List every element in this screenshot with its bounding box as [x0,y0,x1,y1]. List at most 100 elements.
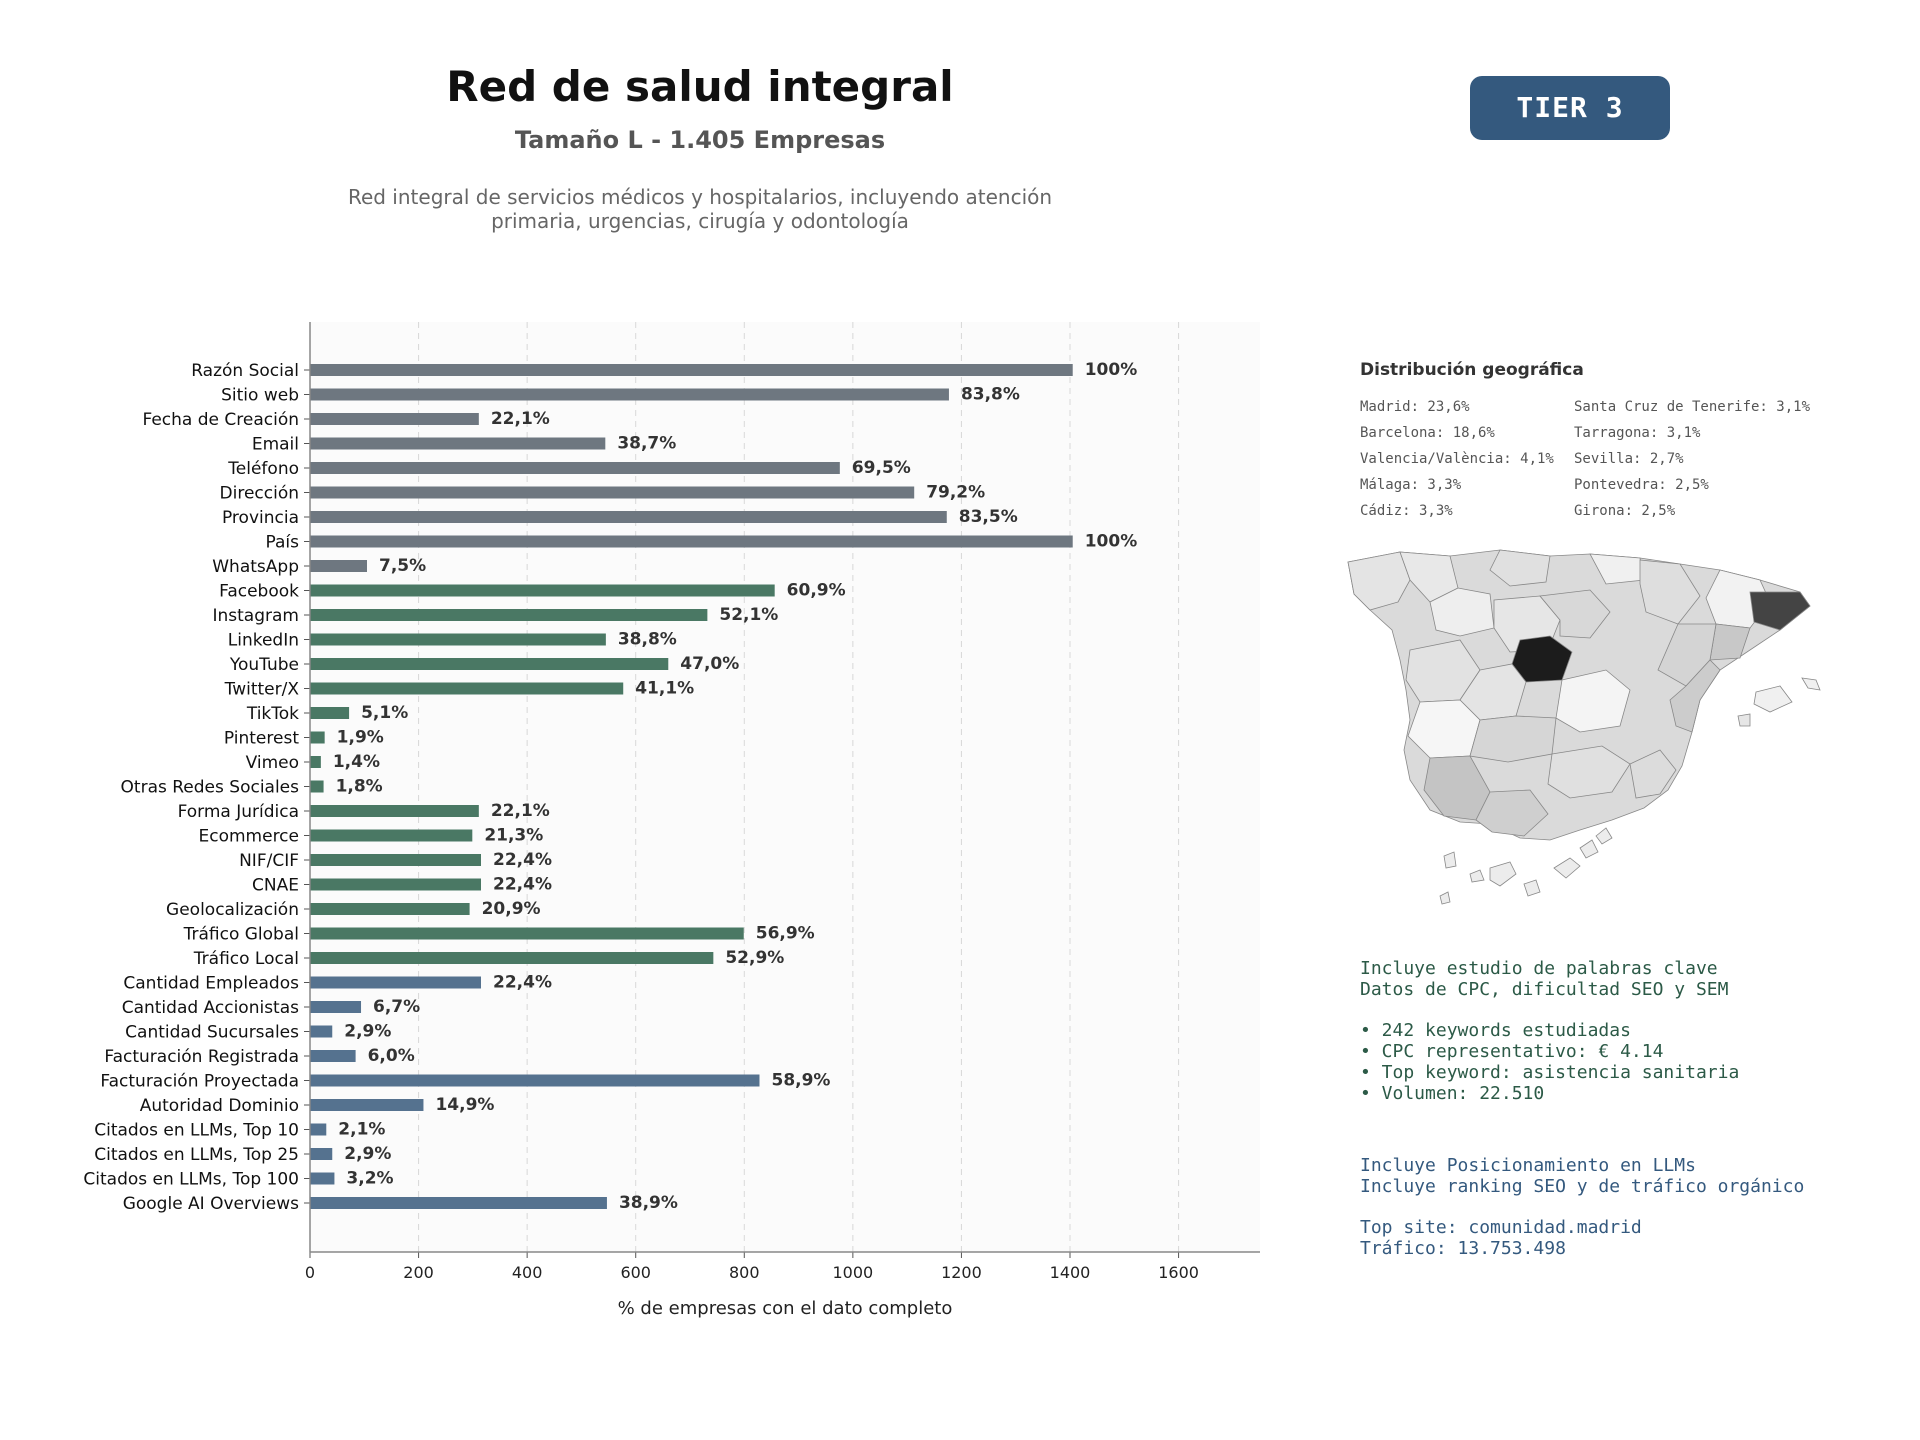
value-label: 58,9% [771,1071,830,1091]
description-line-2: primaria, urgencias, cirugía y odontolog… [491,209,909,233]
bar [310,1050,356,1062]
category-label: Facturación Proyectada [100,1072,299,1092]
keywords-line-2: Datos de CPC, dificultad SEO y SEM [1360,979,1729,1000]
category-label: Geolocalización [166,900,299,920]
bar [310,731,325,744]
island-shape [1489,861,1517,887]
geo-item: Cádiz: 3,3% [1360,503,1453,519]
bar [310,927,744,940]
x-tick-label: 600 [620,1263,651,1282]
value-label: 56,9% [756,924,815,944]
value-label: 22,1% [491,801,550,821]
value-label: 22,1% [491,409,550,429]
category-label: Email [252,435,299,455]
x-tick-label: 800 [729,1263,760,1282]
bar [310,780,324,793]
geo-item: Tarragona: 3,1% [1574,425,1701,441]
category-label: País [266,533,300,553]
bar [310,1123,327,1136]
value-label: 1,9% [337,728,384,748]
keywords-bullet-2: • CPC representativo: € 4.14 [1360,1041,1664,1062]
value-label: 83,8% [961,385,1020,405]
category-label: NIF/CIF [239,851,299,871]
bar [310,511,947,523]
category-label: LinkedIn [228,631,299,651]
x-axis-ticks: 0 200 400 600 800 1000 1200 1400 1600 [305,1252,1199,1282]
category-label: Razón Social [191,361,299,381]
value-label: 14,9% [435,1095,494,1115]
spain-choropleth-map [1347,549,1821,905]
bar [310,1172,335,1185]
description-line-1: Red integral de servicios médicos y hosp… [347,185,1053,209]
bar [310,976,481,989]
island-shape [1523,879,1541,897]
x-tick-label: 1600 [1158,1263,1199,1282]
category-labels: Razón Social Sitio web Fecha de Creación Em… [83,361,310,1214]
value-label: 69,5% [852,458,911,478]
geo-distribution-list: Madrid: 23,6% Santa Cruz de Tenerife: 3,… [1360,398,1840,520]
bar [310,854,481,866]
value-label: 60,9% [787,581,846,601]
geo-item: Pontevedra: 2,5% [1574,477,1709,493]
geo-item: Madrid: 23,6% [1360,399,1470,415]
plot-background [310,322,1260,1252]
value-label: 38,8% [618,630,677,650]
category-label: Citados en LLMs, Top 100 [83,1170,299,1190]
region-shape [1539,589,1611,639]
bar [310,1197,607,1209]
bar [310,560,367,572]
llm-line-2: Incluye ranking SEO y de tráfico orgánic… [1360,1176,1805,1197]
value-label: 83,5% [959,507,1018,527]
category-label: Fecha de Creación [142,410,299,430]
category-label: Citados en LLMs, Top 25 [94,1145,299,1165]
bar [310,682,624,695]
bar [310,388,949,401]
region-shape [1629,749,1677,799]
geo-item: Girona: 2,5% [1574,503,1676,519]
bar [310,805,479,817]
value-label: 22,4% [493,850,552,870]
island-shape [1579,839,1599,859]
bar [310,1148,333,1160]
region-shape [1749,591,1811,631]
region-shape [1547,745,1631,799]
value-label: 100% [1085,360,1138,380]
llm-line-4: Tráfico: 13.753.498 [1360,1238,1566,1259]
keywords-info: Incluye estudio de palabras clave Datos d… [1360,958,1739,1104]
category-label: Otras Redes Sociales [121,778,300,798]
category-label: Citados en LLMs, Top 10 [94,1121,299,1141]
category-label: Autoridad Dominio [140,1096,299,1116]
island-shape [1553,857,1581,879]
category-label: WhatsApp [212,557,299,577]
region-shape [1475,789,1549,837]
geo-distribution-title: Distribución geográfica [1360,360,1584,380]
tier-badge: TIER 3 [1470,76,1670,140]
island-shape [1443,851,1457,869]
x-tick-label: 1200 [941,1263,982,1282]
bar [310,1074,760,1087]
bar [310,413,479,425]
value-label: 41,1% [635,679,694,699]
value-label: 2,1% [338,1120,385,1140]
value-label: 47,0% [680,654,739,674]
value-label: 1,4% [333,752,380,772]
category-label: TikTok [246,704,299,724]
category-label: Instagram [213,606,300,626]
bar [310,1099,424,1111]
x-tick-label: 400 [512,1263,543,1282]
bar [310,707,350,719]
value-label: 100% [1085,532,1138,552]
category-label: Google AI Overviews [123,1194,299,1214]
value-label: 79,2% [926,483,985,503]
category-label: Facebook [219,582,299,602]
value-label: 6,0% [368,1046,415,1066]
region-shape [1801,677,1821,691]
x-tick-label: 0 [305,1263,315,1282]
category-label: Sitio web [221,386,299,406]
category-label: Teléfono [227,459,299,479]
page-title: Red de salud integral [446,62,954,111]
value-label: 7,5% [379,556,426,576]
bar [310,462,840,474]
geo-item: Santa Cruz de Tenerife: 3,1% [1574,399,1811,415]
geo-item: Sevilla: 2,7% [1574,451,1684,467]
